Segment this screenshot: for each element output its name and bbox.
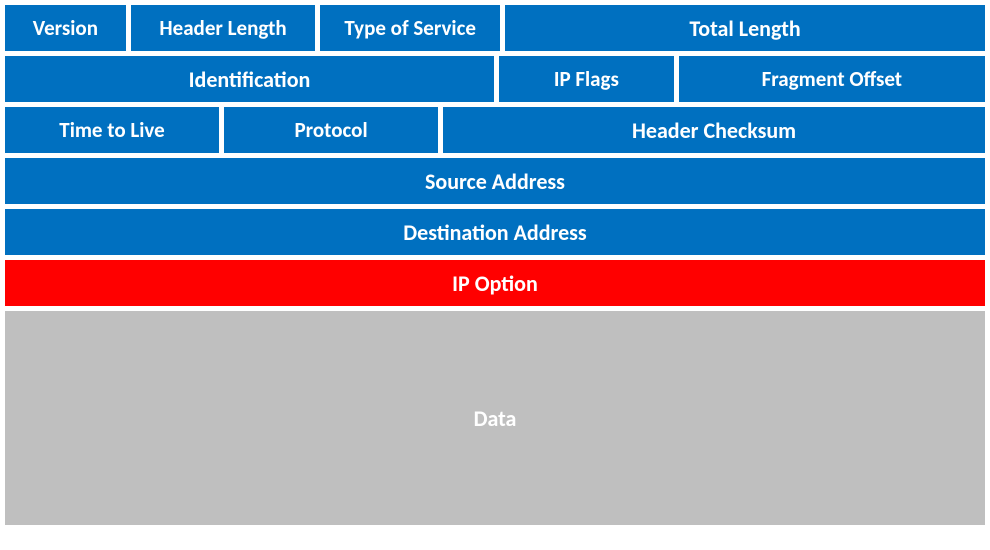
packet-row-7: Data: [4, 310, 986, 526]
field-identification: Identification: [4, 55, 495, 103]
field-destination-address: Destination Address: [4, 208, 986, 256]
field-header-checksum: Header Checksum: [442, 106, 986, 154]
field-ip-option: IP Option: [4, 259, 986, 307]
field-source-address: Source Address: [4, 157, 986, 205]
field-protocol: Protocol: [223, 106, 439, 154]
packet-row-1: Version Header Length Type of Service To…: [4, 4, 986, 52]
field-fragment-offset: Fragment Offset: [678, 55, 986, 103]
packet-row-2: Identification IP Flags Fragment Offset: [4, 55, 986, 103]
packet-row-3: Time to Live Protocol Header Checksum: [4, 106, 986, 154]
packet-row-5: Destination Address: [4, 208, 986, 256]
packet-row-6: IP Option: [4, 259, 986, 307]
ip-packet-diagram: Version Header Length Type of Service To…: [4, 4, 986, 526]
field-time-to-live: Time to Live: [4, 106, 220, 154]
field-ip-flags: IP Flags: [498, 55, 675, 103]
field-header-length: Header Length: [130, 4, 317, 52]
field-total-length: Total Length: [504, 4, 986, 52]
field-type-of-service: Type of Service: [319, 4, 501, 52]
packet-row-4: Source Address: [4, 157, 986, 205]
field-data: Data: [4, 310, 986, 526]
field-version: Version: [4, 4, 127, 52]
